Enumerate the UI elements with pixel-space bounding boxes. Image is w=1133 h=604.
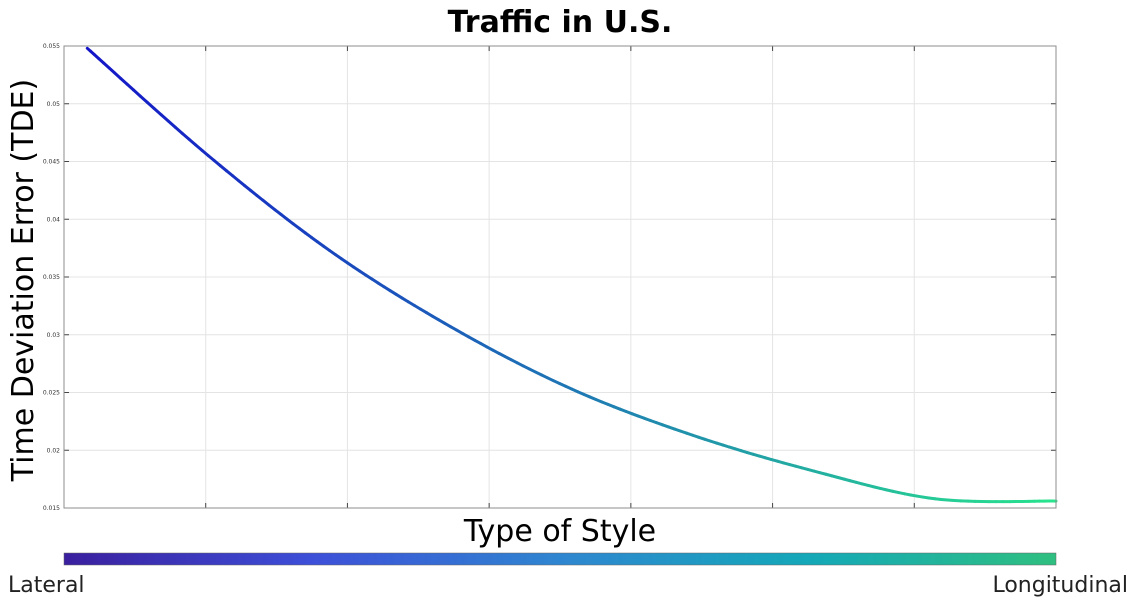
series-line-segment — [145, 100, 156, 111]
y-tick-label: 0.02 — [47, 447, 61, 454]
y-tick-label: 0.03 — [47, 332, 61, 339]
colorbar — [63, 552, 1057, 566]
x-axis-label: Type of Style — [463, 514, 656, 549]
series-line-segment — [159, 113, 170, 123]
data-line — [85, 46, 1058, 504]
y-tick-label: 0.025 — [43, 390, 60, 397]
grid — [64, 45, 1056, 509]
y-tick-label: 0.045 — [43, 159, 60, 166]
series-line-segment — [173, 125, 184, 135]
series-line-segment — [166, 119, 177, 129]
colorbar-left-label: Lateral — [8, 573, 85, 598]
series-line-segment — [138, 94, 149, 104]
y-tick-label: 0.05 — [47, 101, 61, 108]
y-tick-label: 0.015 — [43, 505, 60, 512]
y-tick-label: 0.04 — [47, 216, 61, 223]
y-tick-label: 0.035 — [43, 274, 60, 281]
series-line-segment — [180, 131, 191, 141]
plot-frame — [63, 45, 1057, 509]
colorbar-right-label: Longitudinal — [992, 573, 1128, 598]
series-line-segment — [132, 88, 142, 98]
y-axis-label: Time Deviation Error (TDE) — [6, 79, 41, 482]
series-line-segment — [152, 107, 163, 117]
y-tick-label: 0.055 — [43, 43, 60, 50]
chart-title: Traffic in U.S. — [448, 5, 673, 40]
axis-ticks: 0.015 0.02 0.025 0.03 0.035 0.04 0.045 0.05 0.05… — [43, 43, 1056, 512]
